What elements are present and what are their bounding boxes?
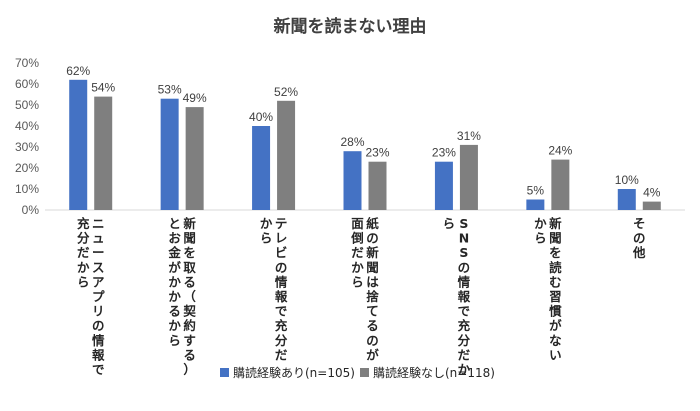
category-label: とお金がかかるから [167, 216, 181, 348]
bar [434, 161, 453, 210]
data-label: 54% [91, 81, 115, 95]
bar [69, 79, 88, 210]
bar [368, 161, 387, 210]
bar [185, 107, 204, 210]
bar [642, 201, 661, 210]
category-label: ら [443, 216, 456, 231]
category-label: 新聞を取る（契約する） [182, 216, 196, 377]
bar [94, 96, 113, 210]
bar [343, 151, 362, 210]
category-label: 充分だから [77, 216, 90, 289]
category-label: ニュースアプリの情報で [92, 216, 105, 377]
data-label: 31% [457, 129, 481, 143]
data-label: 4% [643, 186, 661, 200]
data-label: 28% [340, 135, 364, 149]
y-tick-label: 10% [15, 182, 39, 196]
category-label: その他 [632, 216, 646, 260]
data-label: 5% [527, 184, 545, 198]
y-tick-label: 70% [15, 56, 39, 70]
bars [69, 79, 661, 210]
category-label: から [534, 216, 547, 246]
y-tick-label: 0% [22, 203, 40, 217]
chart-title: 新聞を読まない理由 [274, 16, 427, 37]
category-label: 紙の新聞は捨てるのが [366, 216, 379, 362]
data-label: 62% [66, 64, 90, 78]
y-tick-label: 50% [15, 98, 39, 112]
bar [252, 126, 271, 210]
data-label: 24% [548, 144, 572, 158]
y-tick-label: 40% [15, 119, 39, 133]
y-tick-label: 60% [15, 77, 39, 91]
bar [551, 159, 570, 210]
y-tick-label: 30% [15, 140, 39, 154]
data-label: 53% [158, 83, 182, 97]
category-label: S N S の情報で充分だか [458, 216, 471, 377]
legend-swatch [360, 368, 369, 377]
category-label: テレビの情報で充分だ [275, 216, 288, 362]
data-label: 23% [365, 146, 389, 160]
category-label: から [260, 216, 273, 246]
bar [277, 100, 296, 210]
axes: 0% 10% 20% 30% 40% 50% 60% 70% [15, 56, 685, 217]
data-label: 52% [274, 85, 298, 99]
data-label: 10% [615, 173, 639, 187]
category-label: 新聞を読む習慣がない [549, 216, 562, 362]
data-label: 49% [183, 91, 207, 105]
data-label: 40% [249, 110, 273, 124]
legend-label: 購読経験あり(n=105) [233, 365, 355, 380]
data-label: 23% [432, 146, 456, 160]
legend-label: 購読経験なし(n=118) [373, 365, 495, 380]
y-tick-label: 20% [15, 161, 39, 175]
data-labels: 62%54% 53%49%40%52%28%23% 23%31%5%24%10%4% [66, 64, 661, 200]
legend: 購読経験あり(n=105) 購読経験なし(n=118) [220, 365, 495, 380]
bar [617, 189, 636, 210]
legend-swatch [220, 368, 229, 377]
category-label: 面倒だから [350, 216, 364, 289]
bar [459, 144, 478, 210]
bar [160, 98, 179, 210]
bar [526, 199, 545, 210]
